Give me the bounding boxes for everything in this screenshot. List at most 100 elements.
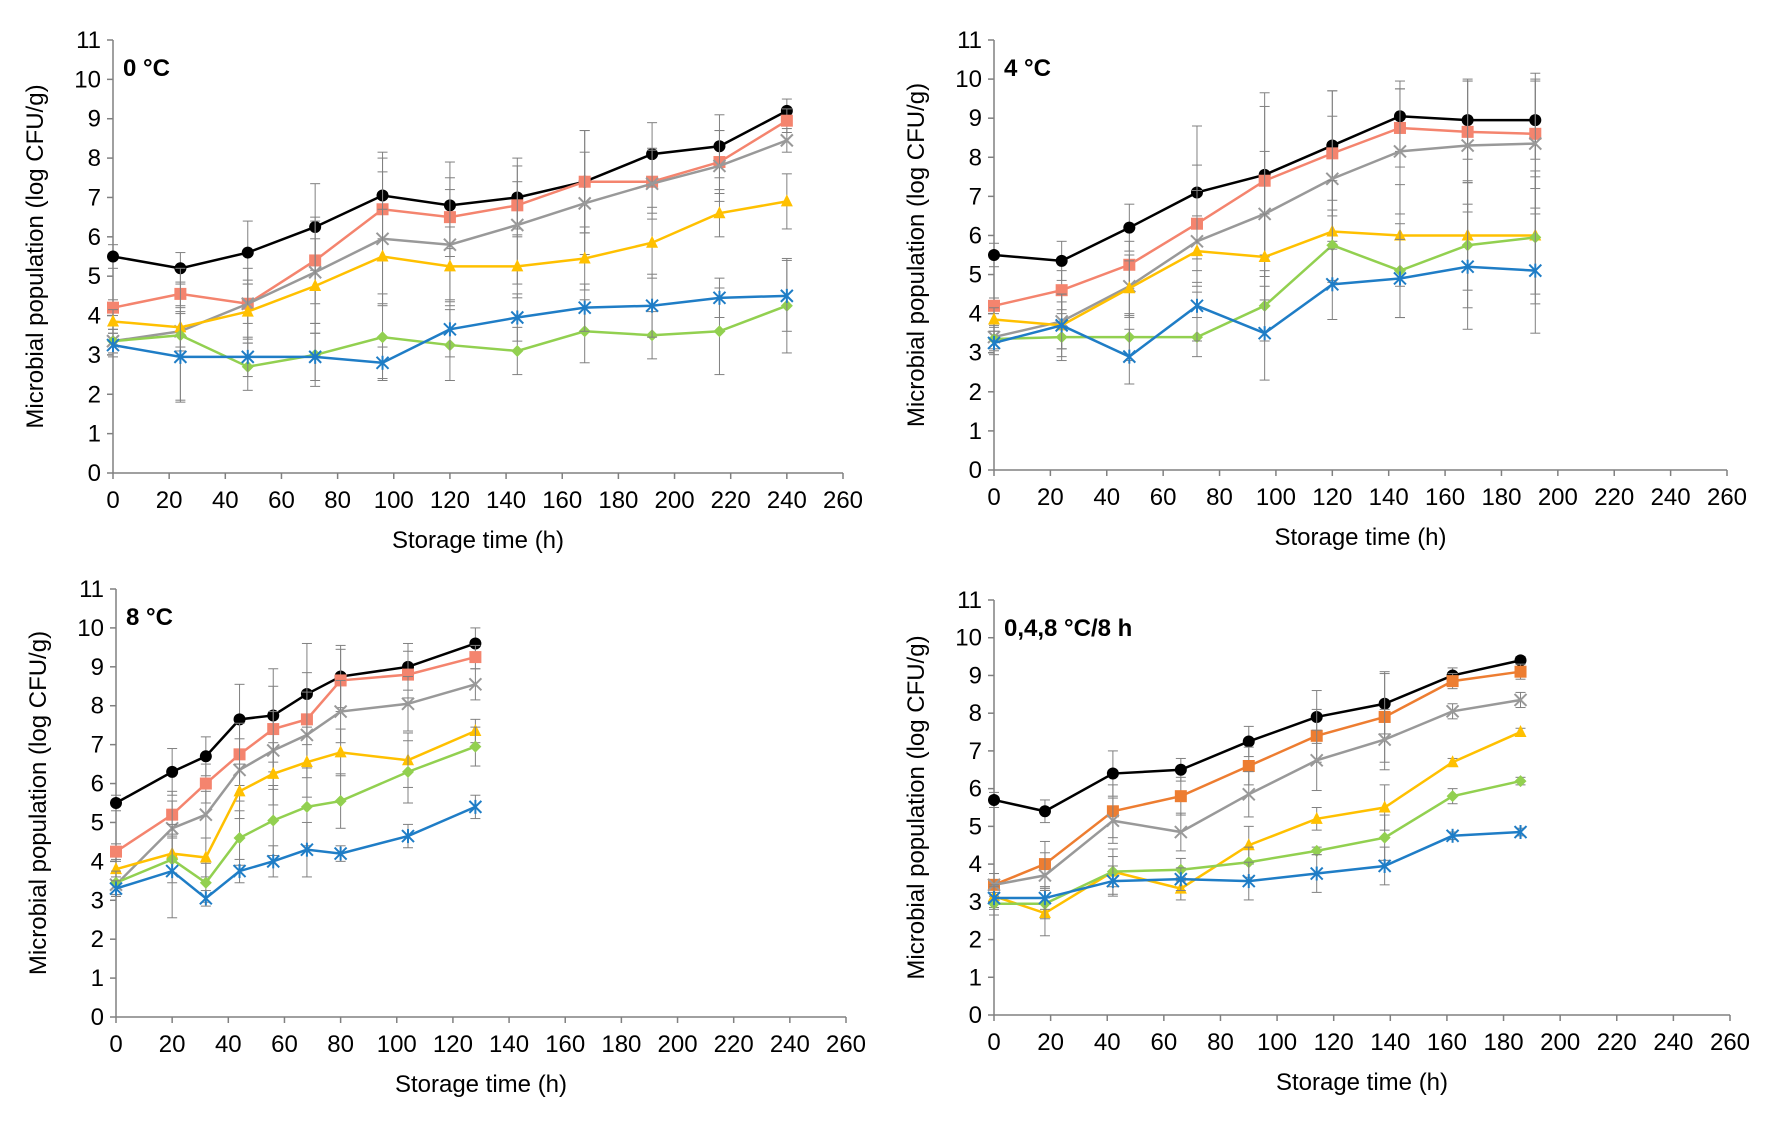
data-point xyxy=(334,745,347,758)
data-point xyxy=(199,891,213,906)
panel-title: 4 °C xyxy=(1004,55,1051,82)
data-point xyxy=(1514,725,1527,738)
series-0 xyxy=(988,654,1527,824)
data-point xyxy=(308,349,322,364)
data-point xyxy=(645,176,659,191)
x-tick-label: 240 xyxy=(1651,484,1691,511)
y-tick-label: 3 xyxy=(969,340,982,367)
x-tick-label: 120 xyxy=(1314,1029,1354,1056)
data-point xyxy=(1242,874,1256,889)
y-tick-label: 4 xyxy=(88,303,101,330)
data-point xyxy=(780,114,793,127)
x-tick-label: 240 xyxy=(767,487,807,514)
data-point xyxy=(780,133,794,148)
y-tick-label: 8 xyxy=(91,693,104,720)
x-tick-label: 180 xyxy=(1481,484,1521,511)
y-tick-label: 6 xyxy=(91,771,104,798)
data-point xyxy=(443,322,457,337)
panel-title: 0 °C xyxy=(123,55,170,82)
data-point xyxy=(1242,760,1255,772)
x-tick-label: 160 xyxy=(542,487,582,514)
data-point xyxy=(1174,790,1187,803)
data-point xyxy=(1514,775,1527,788)
y-tick-label: 0 xyxy=(969,1002,982,1029)
data-point xyxy=(1190,298,1204,313)
data-point xyxy=(1514,665,1527,678)
x-tick-label: 260 xyxy=(823,487,863,514)
data-point xyxy=(266,854,280,869)
data-point xyxy=(165,864,179,879)
y-tick-label: 11 xyxy=(79,576,104,603)
x-tick-label: 40 xyxy=(1094,1029,1121,1056)
data-point xyxy=(1377,732,1392,747)
x-tick-label: 40 xyxy=(215,1031,242,1058)
x-tick-label: 140 xyxy=(486,487,526,514)
y-tick-label: 1 xyxy=(969,964,982,991)
data-point xyxy=(199,777,212,790)
x-tick-label: 60 xyxy=(1150,1029,1177,1056)
data-point xyxy=(443,259,456,272)
x-axis-title: Storage time (h) xyxy=(1276,1069,1448,1096)
x-tick-label: 20 xyxy=(1037,1029,1064,1056)
y-axis-title: Microbial population (log CFU/g) xyxy=(22,84,49,428)
data-point xyxy=(300,800,313,813)
y-tick-label: 7 xyxy=(969,183,982,210)
data-point xyxy=(401,829,415,844)
x-tick-label: 200 xyxy=(655,487,695,514)
data-point xyxy=(1055,284,1068,297)
series-5 xyxy=(987,825,1528,910)
data-point xyxy=(1325,172,1340,186)
data-point xyxy=(300,755,313,768)
data-point xyxy=(166,765,179,778)
x-tick-label: 80 xyxy=(1206,484,1233,511)
data-point xyxy=(1038,891,1052,906)
data-point xyxy=(241,349,255,364)
data-point xyxy=(402,668,414,681)
series-2 xyxy=(987,691,1528,899)
y-tick-label: 2 xyxy=(969,927,982,954)
data-point xyxy=(712,290,727,305)
y-tick-label: 11 xyxy=(957,587,982,614)
data-point xyxy=(402,765,414,778)
data-point xyxy=(232,864,247,879)
data-point xyxy=(1393,271,1407,286)
data-point xyxy=(1378,800,1391,813)
data-point xyxy=(578,251,591,264)
x-tick-label: 160 xyxy=(545,1031,585,1058)
series-line xyxy=(993,659,1521,813)
data-point xyxy=(577,300,592,315)
x-tick-label: 220 xyxy=(1597,1029,1637,1056)
data-point xyxy=(1310,844,1323,857)
x-tick-label: 220 xyxy=(1594,484,1634,511)
y-tick-label: 3 xyxy=(969,889,982,916)
data-point xyxy=(646,235,659,248)
y-tick-label: 1 xyxy=(88,421,101,448)
data-point xyxy=(1460,138,1475,153)
x-tick-label: 140 xyxy=(1369,484,1409,511)
y-tick-label: 4 xyxy=(969,301,982,328)
y-tick-label: 7 xyxy=(969,738,982,765)
data-point xyxy=(1528,136,1542,151)
data-point xyxy=(510,310,525,325)
data-point xyxy=(987,891,1001,906)
data-point xyxy=(106,338,120,353)
data-point xyxy=(1055,254,1068,267)
y-tick-label: 1 xyxy=(91,965,104,992)
x-tick-label: 20 xyxy=(159,1031,186,1058)
data-point xyxy=(577,196,592,211)
y-tick-label: 6 xyxy=(969,776,982,803)
data-point xyxy=(1445,704,1460,719)
data-point xyxy=(1393,144,1407,159)
x-tick-label: 220 xyxy=(714,1031,754,1058)
data-point xyxy=(199,850,212,863)
data-point xyxy=(1446,755,1459,768)
data-point xyxy=(309,279,322,292)
x-tick-label: 40 xyxy=(212,487,239,514)
data-point xyxy=(1310,866,1324,881)
data-point xyxy=(1054,318,1069,333)
y-axis-title: Microbial population (log CFU/g) xyxy=(903,83,930,427)
data-point xyxy=(107,301,119,314)
data-point xyxy=(1513,825,1528,840)
data-point xyxy=(241,246,254,259)
